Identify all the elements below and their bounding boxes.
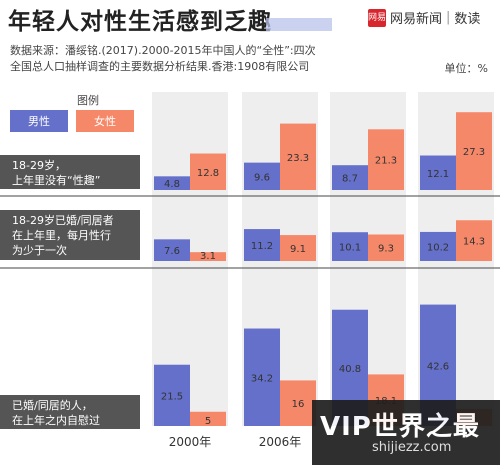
bar-female-p1-c2 bbox=[280, 123, 316, 190]
panel-2-label-box bbox=[0, 210, 140, 260]
watermark-sub: shijiezz.com bbox=[372, 440, 452, 455]
value-label-female-p2-c4: 14.3 bbox=[463, 237, 485, 248]
value-label-male-p2-c3: 10.1 bbox=[339, 243, 361, 254]
bar-female-p2-c4 bbox=[456, 220, 492, 261]
value-label-male-p3-c4: 42.6 bbox=[427, 361, 449, 372]
netease-logo-icon: 网易 bbox=[368, 8, 386, 27]
bar-male-p1-c4 bbox=[420, 155, 456, 190]
bar-male-p1-c3 bbox=[332, 165, 368, 190]
value-label-male-p3-c1: 21.5 bbox=[161, 391, 183, 402]
value-label-male-p3-c3: 40.8 bbox=[339, 364, 361, 375]
panel-1-label-line-2: 上年里没有“性趣” bbox=[12, 173, 100, 187]
bar-male-p2-c3 bbox=[332, 232, 368, 261]
bar-male-p1-c2 bbox=[244, 162, 280, 190]
value-label-male-p2-c2: 11.2 bbox=[251, 241, 273, 252]
brand: 网易 网易新闻 | 数读 bbox=[368, 8, 480, 27]
bar-male-p3-c1 bbox=[154, 364, 190, 426]
panel-2-label-line-1: 18-29岁已婚/同居者 bbox=[12, 213, 114, 227]
bar-male-p3-c2 bbox=[244, 328, 280, 426]
bar-male-p2-c1 bbox=[154, 239, 190, 261]
value-label-male-p1-c2: 9.6 bbox=[254, 172, 270, 183]
bar-female-p2-c1 bbox=[190, 252, 226, 261]
value-label-male-p2-c1: 7.6 bbox=[164, 246, 180, 257]
bar-female-p1-c4 bbox=[456, 112, 492, 190]
bar-female-p2-c3 bbox=[368, 234, 404, 261]
value-label-female-p3-c2: 16 bbox=[292, 399, 305, 410]
bar-male-p2-c2 bbox=[244, 229, 280, 261]
value-label-female-p1-c4: 27.3 bbox=[463, 147, 485, 158]
legend-male-swatch bbox=[10, 110, 68, 132]
legend-female-label: 女性 bbox=[94, 114, 116, 128]
category-label-2: 2006年 bbox=[259, 435, 302, 449]
source-line-1: 数据来源：潘绥铭.(2017).2000-2015年中国人的“全性”:四次 bbox=[10, 44, 316, 57]
brand-section: 数读 bbox=[454, 12, 481, 27]
value-label-female-p2-c3: 9.3 bbox=[378, 244, 394, 255]
bar-female-p1-c1 bbox=[190, 153, 226, 190]
value-label-male-p1-c4: 12.1 bbox=[427, 169, 449, 180]
bar-male-p2-c4 bbox=[420, 231, 456, 261]
bar-male-p1-c1 bbox=[154, 176, 190, 190]
bar-female-p2-c2 bbox=[280, 235, 316, 261]
value-label-male-p1-c1: 4.8 bbox=[164, 179, 180, 190]
value-label-male-p3-c2: 34.2 bbox=[251, 373, 273, 384]
panel-2-label-line-3: 为少于一次 bbox=[12, 243, 67, 257]
legend-male-label: 男性 bbox=[28, 114, 50, 128]
value-label-female-p1-c3: 21.3 bbox=[375, 156, 397, 167]
data-source: 数据来源：潘绥铭.(2017).2000-2015年中国人的“全性”:四次 全国… bbox=[10, 43, 370, 75]
brand-separator: | bbox=[446, 10, 451, 25]
panel-2-label-line-2: 在上年里，每月性行 bbox=[12, 228, 111, 242]
panel-1-label-line-1: 18-29岁， bbox=[12, 158, 66, 172]
value-label-female-p2-c2: 9.1 bbox=[290, 244, 306, 255]
value-label-female-p3-c1: 5 bbox=[205, 416, 211, 427]
watermark-main: VIP世界之最 bbox=[320, 412, 480, 442]
value-label-female-p2-c1: 3.1 bbox=[200, 251, 216, 262]
page-title: 年轻人对性生活感到乏趣 bbox=[8, 9, 272, 35]
panel-3-label-box bbox=[0, 395, 140, 429]
bar-female-p3-c1 bbox=[190, 411, 226, 426]
unit-label: 单位：% bbox=[444, 62, 488, 75]
title-highlight bbox=[266, 18, 332, 31]
brand-name: 网易新闻 bbox=[390, 12, 443, 27]
category-label-1: 2000年 bbox=[169, 435, 212, 449]
legend-title: 图例 bbox=[77, 93, 99, 107]
value-label-male-p2-c4: 10.2 bbox=[427, 242, 449, 253]
panel-1-label-box bbox=[0, 155, 140, 189]
value-label-female-p1-c2: 23.3 bbox=[287, 153, 309, 164]
value-label-female-p1-c1: 12.8 bbox=[197, 168, 219, 179]
bar-female-p3-c2 bbox=[280, 380, 316, 426]
source-line-2: 全国总人口抽样调查的主要数据分析结果.香港:1908有限公司 bbox=[10, 60, 310, 73]
panel-3-label-line-1: 已婚/同居的人， bbox=[12, 398, 93, 412]
panel-3-label-line-2: 在上年之内自慰过 bbox=[12, 413, 100, 427]
legend-female-swatch bbox=[76, 110, 134, 132]
bar-female-p1-c3 bbox=[368, 129, 404, 190]
value-label-male-p1-c3: 8.7 bbox=[342, 174, 358, 185]
watermark: VIP世界之最 shijiezz.com bbox=[312, 400, 500, 465]
